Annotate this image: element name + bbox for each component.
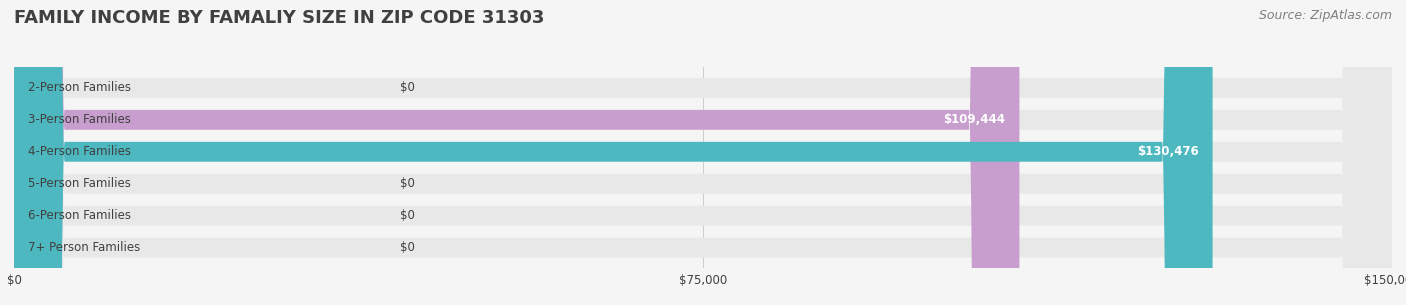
Text: $109,444: $109,444: [943, 113, 1005, 126]
Text: 7+ Person Families: 7+ Person Families: [28, 241, 141, 254]
FancyBboxPatch shape: [14, 0, 1392, 305]
Text: Source: ZipAtlas.com: Source: ZipAtlas.com: [1258, 9, 1392, 22]
FancyBboxPatch shape: [14, 0, 1392, 305]
FancyBboxPatch shape: [14, 0, 1392, 305]
Text: 2-Person Families: 2-Person Families: [28, 81, 131, 94]
Text: $0: $0: [399, 177, 415, 190]
Text: 3-Person Families: 3-Person Families: [28, 113, 131, 126]
Text: $0: $0: [399, 209, 415, 222]
Text: FAMILY INCOME BY FAMALIY SIZE IN ZIP CODE 31303: FAMILY INCOME BY FAMALIY SIZE IN ZIP COD…: [14, 9, 544, 27]
FancyBboxPatch shape: [14, 0, 1019, 305]
Text: 6-Person Families: 6-Person Families: [28, 209, 131, 222]
Text: 5-Person Families: 5-Person Families: [28, 177, 131, 190]
FancyBboxPatch shape: [14, 0, 1392, 305]
Text: $0: $0: [399, 81, 415, 94]
FancyBboxPatch shape: [14, 0, 1212, 305]
FancyBboxPatch shape: [14, 0, 1392, 305]
Text: 4-Person Families: 4-Person Families: [28, 145, 131, 158]
Text: $130,476: $130,476: [1137, 145, 1199, 158]
Text: $0: $0: [399, 241, 415, 254]
FancyBboxPatch shape: [14, 0, 1392, 305]
